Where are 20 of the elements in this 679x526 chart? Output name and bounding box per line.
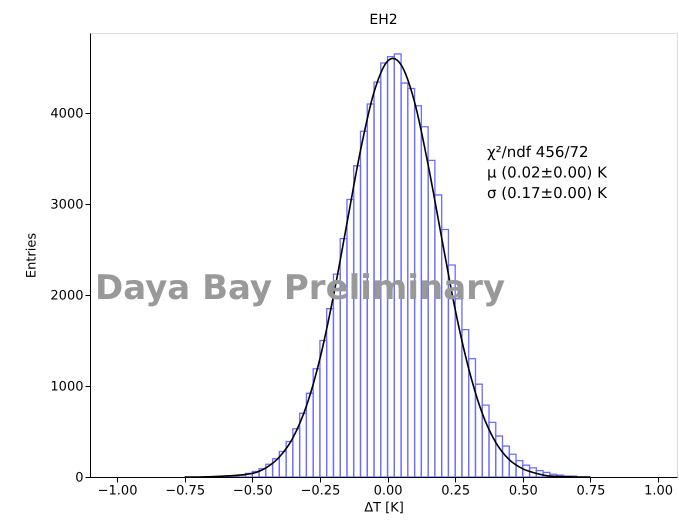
x-tick-label: 0.25 [441,484,470,498]
y-tick-label: 4000 [50,106,84,122]
y-tick-label: 0 [75,470,84,486]
annotation: μ (0.02±0.00) K [487,164,608,182]
chart-title: EH2 [369,12,398,28]
x-axis-title: ΔT [K] [364,500,404,516]
x-tick-label: 0.50 [508,484,538,498]
x-tick-label: −0.75 [165,484,206,498]
y-tick-label: 3000 [50,198,84,213]
x-tick-label: −0.50 [232,484,273,498]
annotation: χ²/ndf 456/72 [487,143,589,161]
annotation: σ (0.17±0.00) K [487,184,608,202]
x-tick-label: −0.25 [300,484,340,498]
y-tick-label: 2000 [50,288,84,304]
y-axis-title: Entries [24,232,40,278]
x-tick-label: 0.00 [374,484,403,498]
x-tick-label: 0.75 [576,484,606,498]
x-tick-label: 1.00 [644,484,674,498]
x-tick-label: −1.00 [98,484,138,498]
y-tick-label: 1000 [50,380,84,395]
